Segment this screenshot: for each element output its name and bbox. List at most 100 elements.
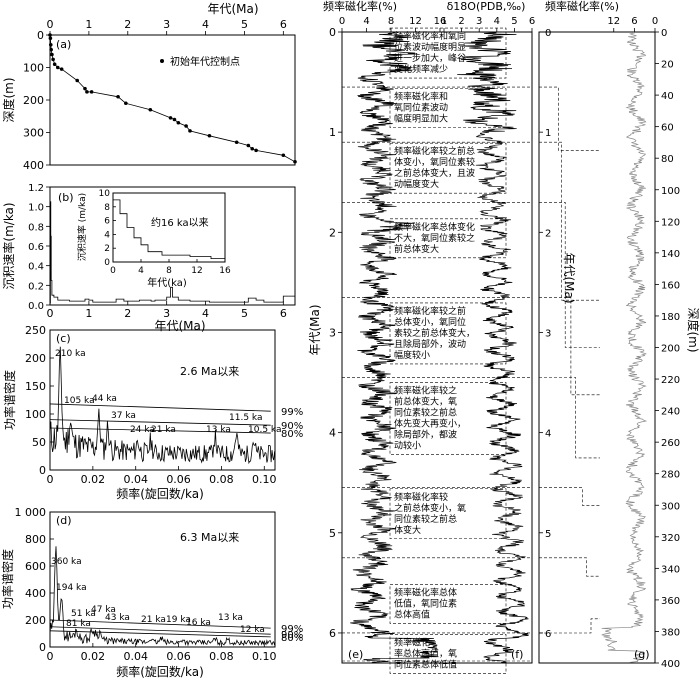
y-tick-label: 140 [661, 249, 680, 260]
y-tick-label: 5 [329, 527, 336, 540]
control-point [124, 101, 128, 106]
panel-e-trace [350, 31, 438, 664]
y-tick-label: 200 [25, 614, 46, 627]
x-tick-label: 8 [388, 16, 394, 27]
frequency-susceptibility-depth-trace [601, 31, 648, 663]
y-tick-label: 0 [661, 28, 667, 39]
age-tick-label: 4 [545, 429, 551, 440]
annotation-text: 进一步加大，峰谷 [394, 52, 466, 64]
y-tick-label: 150 [25, 380, 46, 393]
control-point [48, 33, 52, 37]
annotation-text: 除局部外，都波 [394, 429, 457, 441]
x-tick-label: 0 [652, 16, 658, 27]
panel-b-ylabel: 沉积速率(m/ka) [1, 202, 16, 289]
panel-d-spectrum [49, 546, 275, 647]
control-point [184, 124, 188, 128]
annotation-text: 频率磁化率和氧同 [394, 30, 466, 42]
panel-d-title: 6.3 Ma以来 [180, 531, 239, 544]
x-tick-label: 0 [47, 473, 54, 486]
x-tick-label: 6 [280, 307, 287, 320]
confidence-line [49, 619, 271, 629]
y-tick-label: 0 [39, 641, 46, 654]
y-tick-label: 60 [661, 123, 674, 134]
x-tick-label: 0.04 [123, 650, 148, 663]
panel-d-confidence-lines: 99%90%80% [49, 619, 303, 644]
annotation-text: 之前总体变大，且波 [394, 167, 475, 179]
inset-y-tick-label: 4 [104, 230, 110, 240]
y-tick-label: 0 [39, 464, 46, 477]
control-point [148, 107, 153, 112]
annotation-text: 总体变小，氧同位 [394, 316, 466, 328]
x-tick-label: 2 [124, 307, 131, 320]
panel-a-label: (a) [56, 38, 71, 51]
x-tick-label: 0.02 [81, 473, 106, 486]
control-point [48, 42, 53, 47]
y-tick-label: 1.2 [28, 183, 44, 194]
panel-b-inset-title: 约16 ka以来 [151, 216, 209, 229]
x-tick-label: 5 [511, 16, 517, 27]
peak-label: 360 ka [51, 557, 82, 567]
annotation-text: 位素波动幅度明显 [394, 41, 466, 53]
y-tick-label: 0 [329, 26, 336, 39]
y-tick-label: 200 [23, 94, 44, 107]
x-tick-label: 12 [607, 16, 620, 27]
panel-b-inset-series [113, 199, 225, 260]
panel-b-label: (b) [58, 191, 74, 204]
panel-a-ylabel: 深度(m) [1, 77, 16, 122]
annotation-box [389, 218, 507, 259]
y-tick-label: 0.8 [28, 222, 44, 233]
age-tick-label: 0 [545, 28, 551, 39]
panel-b-xticks: 0 1 2 3 4 5 6 [47, 301, 287, 320]
frequency-susceptibility-trace [350, 31, 438, 664]
control-point [168, 116, 173, 120]
panel-e-frame [341, 31, 533, 664]
y-tick-label: 160 [661, 280, 680, 291]
x-tick-label: 0 [47, 18, 54, 31]
panel-e-annotations: 频率磁化率和氧同位素波动幅度明显进一步加大，峰谷变化频率减少频率磁化率和氧同位素… [342, 27, 532, 674]
peak-label: 10.5 ka [248, 425, 281, 435]
annotation-text: 动较小 [394, 440, 421, 452]
panel-b-series [50, 201, 296, 304]
panel-g-trace [601, 31, 648, 663]
annotation-box [389, 88, 507, 128]
x-tick-label: 16 [434, 16, 447, 27]
peak-label: 44 ka [92, 394, 117, 404]
annotation-text: 之前总体变小，氧 [394, 502, 466, 514]
peak-label: 210 ka [55, 349, 86, 359]
panel-a-yticks: 0 100 200 300 400 [23, 29, 50, 172]
panel-d-peak-labels: 360 ka 194 ka 81 ka 51 ka 47 ka 43 ka 21… [51, 557, 265, 635]
panel-e-label: (e) [348, 648, 363, 661]
y-tick-label: 0.4 [28, 262, 44, 273]
confidence-line [49, 427, 271, 434]
y-tick-label: 120 [661, 217, 680, 228]
y-tick-label: 20 [661, 60, 674, 71]
inset-y-tick-label: 10 [99, 189, 111, 199]
panel-c-yticks: 0 50 100 150 200 250 [25, 324, 54, 477]
peak-label: 19 ka [166, 615, 191, 625]
age-depth-correlation-line [539, 618, 600, 634]
x-tick-label: 0.10 [252, 473, 277, 486]
peak-label: 105 ka [64, 396, 95, 406]
x-tick-label: 0 [47, 650, 54, 663]
panel-d-ylabel: 功率谱密度 [0, 549, 15, 609]
panel-c-title: 2.6 Ma以来 [180, 365, 239, 378]
panel-e-yticks: 0 1 2 3 4 5 6 [329, 26, 342, 640]
y-tick-label: 250 [25, 324, 46, 337]
control-point [281, 153, 286, 158]
panel-c-ylabel: 功率谱密度 [2, 370, 17, 430]
panel-g-age-ticks: 0 1 2 3 4 5 6 [539, 28, 551, 640]
inset-y-tick-label: 8 [104, 203, 110, 213]
peak-label: 37 ka [111, 411, 136, 421]
inset-x-tick-label: 0 [110, 266, 116, 276]
control-point [49, 47, 53, 52]
x-tick-label: 6 [529, 16, 535, 27]
panel-c-label: (c) [56, 332, 71, 345]
annotation-text: 素较之前总体变大， [394, 327, 475, 339]
panel-c-xlabel: 频率(旋回数/ka) [116, 486, 204, 501]
annotation-text: 前总体变大，氧 [394, 396, 457, 408]
y-tick-label: 100 [23, 62, 44, 75]
x-tick-label: 5 [241, 307, 248, 320]
age-depth-correlation-line [539, 141, 600, 301]
power-spectrum-line [49, 346, 275, 465]
age-tick-label: 3 [545, 328, 551, 339]
